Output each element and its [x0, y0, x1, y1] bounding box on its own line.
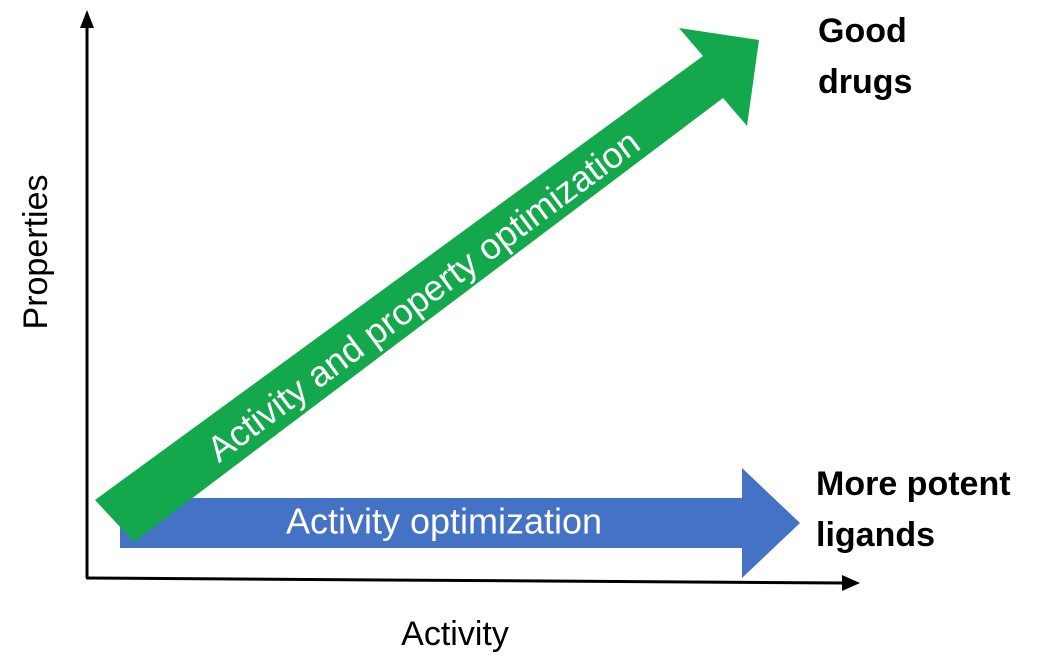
activity-property-optimization-label: Activity and property optimization — [199, 121, 647, 470]
y-axis-label: Properties — [17, 175, 55, 330]
more-potent-ligands-label: More potent ligands — [816, 465, 1020, 554]
activity-optimization-label: Activity optimization — [286, 501, 602, 542]
good-drugs-line-1: Good — [818, 12, 907, 50]
more-potent-line-1: More potent — [816, 465, 1011, 503]
activity-optimization-arrow — [120, 468, 800, 578]
x-axis-arrowhead — [842, 575, 860, 591]
more-potent-line-2: ligands — [816, 516, 935, 554]
x-axis — [85, 576, 844, 585]
good-drugs-line-2: drugs — [818, 63, 912, 101]
good-drugs-label: Good drugs — [818, 12, 916, 101]
y-axis-arrowhead — [80, 10, 94, 28]
x-axis-label: Activity — [401, 615, 509, 653]
activity-property-optimization-arrow — [95, 28, 759, 542]
